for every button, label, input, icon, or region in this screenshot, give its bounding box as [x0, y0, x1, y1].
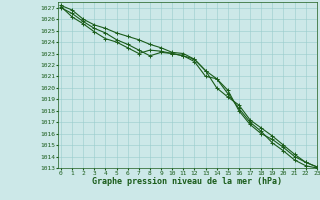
X-axis label: Graphe pression niveau de la mer (hPa): Graphe pression niveau de la mer (hPa) — [92, 177, 282, 186]
